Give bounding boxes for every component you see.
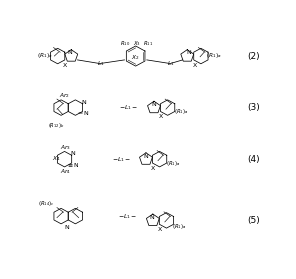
Text: $-L_1-$: $-L_1-$ [119, 103, 138, 112]
Text: N: N [150, 215, 155, 220]
Text: $(R_1)_a$: $(R_1)_a$ [206, 51, 221, 60]
Text: N: N [143, 154, 148, 159]
Text: $X_3$: $X_3$ [133, 39, 141, 47]
Text: $(R_1)_a$: $(R_1)_a$ [172, 222, 186, 231]
Text: (3): (3) [247, 103, 260, 112]
Text: (4): (4) [247, 155, 260, 164]
Text: N: N [65, 225, 69, 230]
Text: X: X [159, 114, 163, 119]
Text: $Ar_4$: $Ar_4$ [60, 167, 71, 176]
Text: $R_{11}$: $R_{11}$ [143, 39, 153, 47]
Text: N: N [151, 102, 156, 107]
Text: N: N [68, 50, 73, 55]
Text: $R_{10}$: $R_{10}$ [120, 39, 131, 47]
Text: X: X [151, 166, 155, 171]
Text: $\equiv$N: $\equiv$N [66, 161, 80, 169]
Text: $-L_1-$: $-L_1-$ [112, 155, 131, 163]
Text: N: N [82, 100, 86, 105]
Text: $(R_1)_a$: $(R_1)_a$ [37, 51, 53, 60]
Text: $(R_{12})_b$: $(R_{12})_b$ [48, 121, 65, 130]
Text: (5): (5) [247, 216, 260, 225]
Text: X: X [63, 63, 67, 68]
Text: $(R_{14})_c$: $(R_{14})_c$ [38, 199, 55, 208]
Text: $(R_1)_a$: $(R_1)_a$ [165, 159, 180, 168]
Text: $Ar_2$: $Ar_2$ [59, 92, 70, 100]
Text: (2): (2) [247, 52, 260, 61]
Text: $L_1$: $L_1$ [97, 59, 104, 68]
Text: $X_4$: $X_4$ [52, 155, 60, 163]
Text: X: X [158, 227, 162, 232]
Text: $=$N: $=$N [76, 109, 90, 117]
Text: $L_1$: $L_1$ [168, 59, 175, 68]
Text: $-L_1-$: $-L_1-$ [118, 212, 137, 220]
Text: X: X [193, 63, 197, 68]
Text: N: N [70, 151, 75, 156]
Text: $(R_1)_a$: $(R_1)_a$ [174, 107, 188, 116]
Text: $Ar_3$: $Ar_3$ [60, 143, 71, 151]
Text: $X_2$: $X_2$ [131, 53, 140, 62]
Text: N: N [186, 50, 191, 55]
